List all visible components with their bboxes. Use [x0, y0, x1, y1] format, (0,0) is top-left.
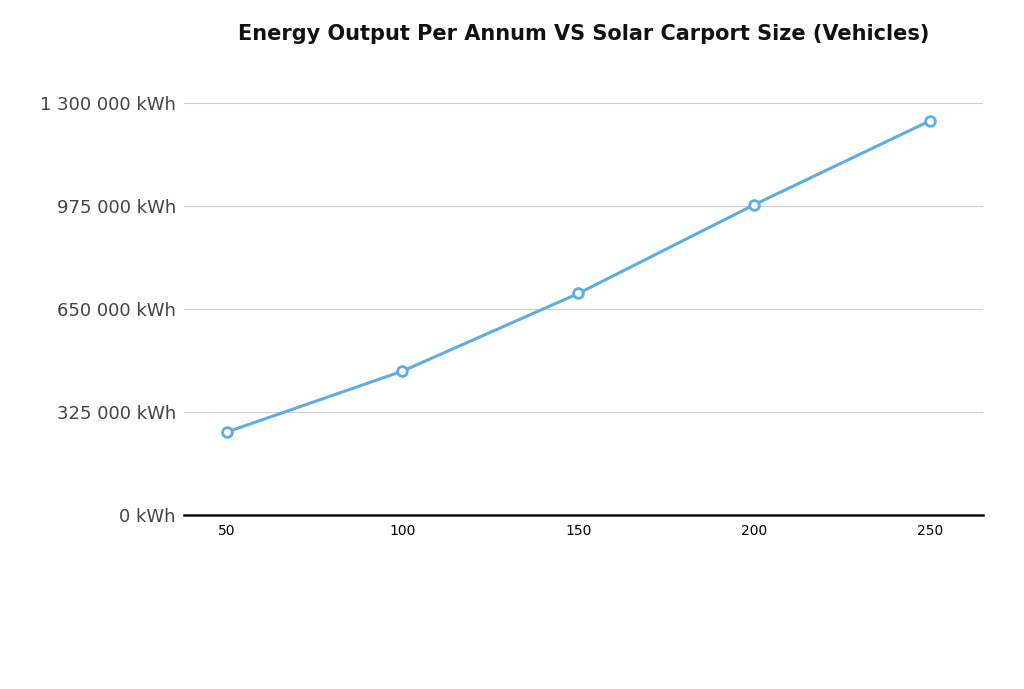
Title: Energy Output Per Annum VS Solar Carport Size (Vehicles): Energy Output Per Annum VS Solar Carport… [238, 24, 930, 44]
